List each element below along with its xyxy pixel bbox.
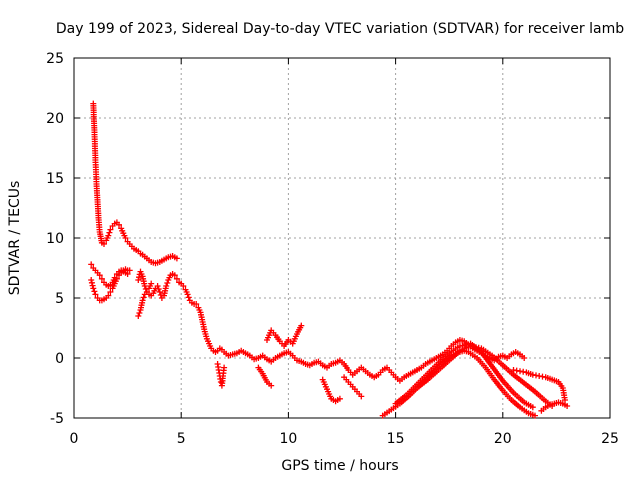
series-pass-2 (392, 340, 536, 411)
y-tick-label: -5 (50, 411, 64, 427)
series-pass-4 (510, 367, 568, 403)
y-tick-label: 5 (55, 291, 64, 307)
series-arc-b (88, 261, 131, 289)
y-tick-label: 20 (46, 111, 64, 127)
series-marks (392, 340, 536, 411)
chart-title: Day 199 of 2023, Sidereal Day-to-day VTE… (56, 21, 624, 37)
series-marks (135, 271, 420, 384)
series-marks (341, 374, 365, 400)
series-spike (90, 100, 180, 267)
x-tick-label: 20 (494, 431, 512, 447)
series-early-blob (135, 268, 155, 295)
series-marks (319, 376, 343, 405)
series-main-trend (135, 271, 420, 384)
y-tick-label: 15 (46, 171, 64, 187)
y-axis-label: SDTVAR / TECUs (7, 181, 23, 296)
data-points (88, 100, 571, 419)
series-marks (90, 100, 180, 267)
x-tick-label: 10 (279, 431, 297, 447)
series-marks (88, 261, 131, 289)
series-marks (264, 322, 305, 349)
x-tick-label: 5 (177, 431, 186, 447)
series-marks (88, 266, 133, 304)
x-ticks: 0 5 10 15 20 25 (70, 58, 619, 447)
series-arc-a (88, 266, 133, 304)
x-tick-label: 0 (70, 431, 79, 447)
series-marks (510, 367, 568, 403)
series-marks (538, 399, 571, 414)
series-branch-13 (341, 374, 365, 400)
series-pass-3 (414, 343, 556, 409)
series-bump-9 (264, 322, 305, 349)
x-tick-label: 15 (387, 431, 405, 447)
series-marks (414, 343, 556, 409)
series-marks (135, 268, 155, 295)
y-tick-label: 10 (46, 231, 64, 247)
series-branch-12 (319, 376, 343, 405)
x-tick-label: 25 (601, 431, 619, 447)
y-tick-label: 0 (55, 351, 64, 367)
series-drop-7 (214, 361, 228, 389)
y-tick-label: 25 (46, 51, 64, 67)
series-tail (538, 399, 571, 414)
series-drop-9 (255, 364, 275, 389)
series-marks (214, 361, 228, 389)
y-ticks: -5 0 5 10 15 20 25 (46, 51, 610, 427)
grid-lines (74, 58, 610, 418)
x-axis-label: GPS time / hours (281, 458, 398, 474)
series-marks (255, 364, 275, 389)
